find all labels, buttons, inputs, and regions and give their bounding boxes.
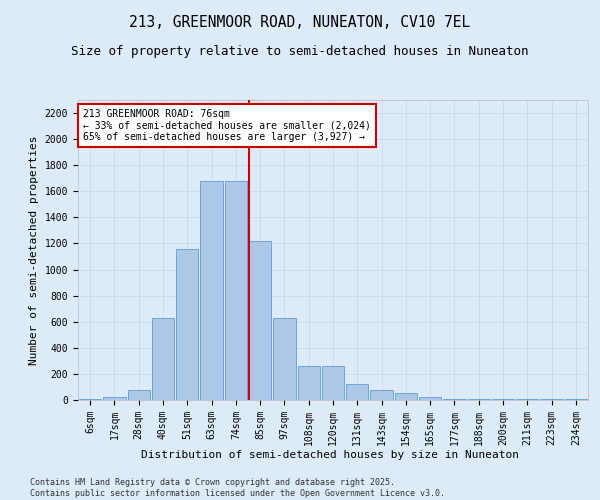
Bar	[492, 398, 514, 400]
Text: Size of property relative to semi-detached houses in Nuneaton: Size of property relative to semi-detach…	[71, 45, 529, 58]
Text: 213, GREENMOOR ROAD, NUNEATON, CV10 7EL: 213, GREENMOOR ROAD, NUNEATON, CV10 7EL	[130, 15, 470, 30]
Bar	[419, 396, 442, 400]
Bar	[249, 241, 271, 400]
Bar	[128, 390, 150, 400]
Bar	[152, 318, 174, 400]
Bar	[467, 398, 490, 400]
Bar	[224, 181, 247, 400]
Bar	[79, 398, 101, 400]
Bar	[370, 390, 393, 400]
Bar	[273, 318, 296, 400]
Bar	[298, 366, 320, 400]
Bar	[322, 366, 344, 400]
Text: Distribution of semi-detached houses by size in Nuneaton: Distribution of semi-detached houses by …	[141, 450, 519, 460]
Text: Contains HM Land Registry data © Crown copyright and database right 2025.
Contai: Contains HM Land Registry data © Crown c…	[30, 478, 445, 498]
Bar	[346, 384, 368, 400]
Bar	[200, 181, 223, 400]
Bar	[176, 248, 199, 400]
Y-axis label: Number of semi-detached properties: Number of semi-detached properties	[29, 135, 39, 365]
Bar	[565, 398, 587, 400]
Text: 213 GREENMOOR ROAD: 76sqm
← 33% of semi-detached houses are smaller (2,024)
65% : 213 GREENMOOR ROAD: 76sqm ← 33% of semi-…	[83, 109, 371, 142]
Bar	[395, 394, 417, 400]
Bar	[443, 398, 466, 400]
Bar	[103, 396, 125, 400]
